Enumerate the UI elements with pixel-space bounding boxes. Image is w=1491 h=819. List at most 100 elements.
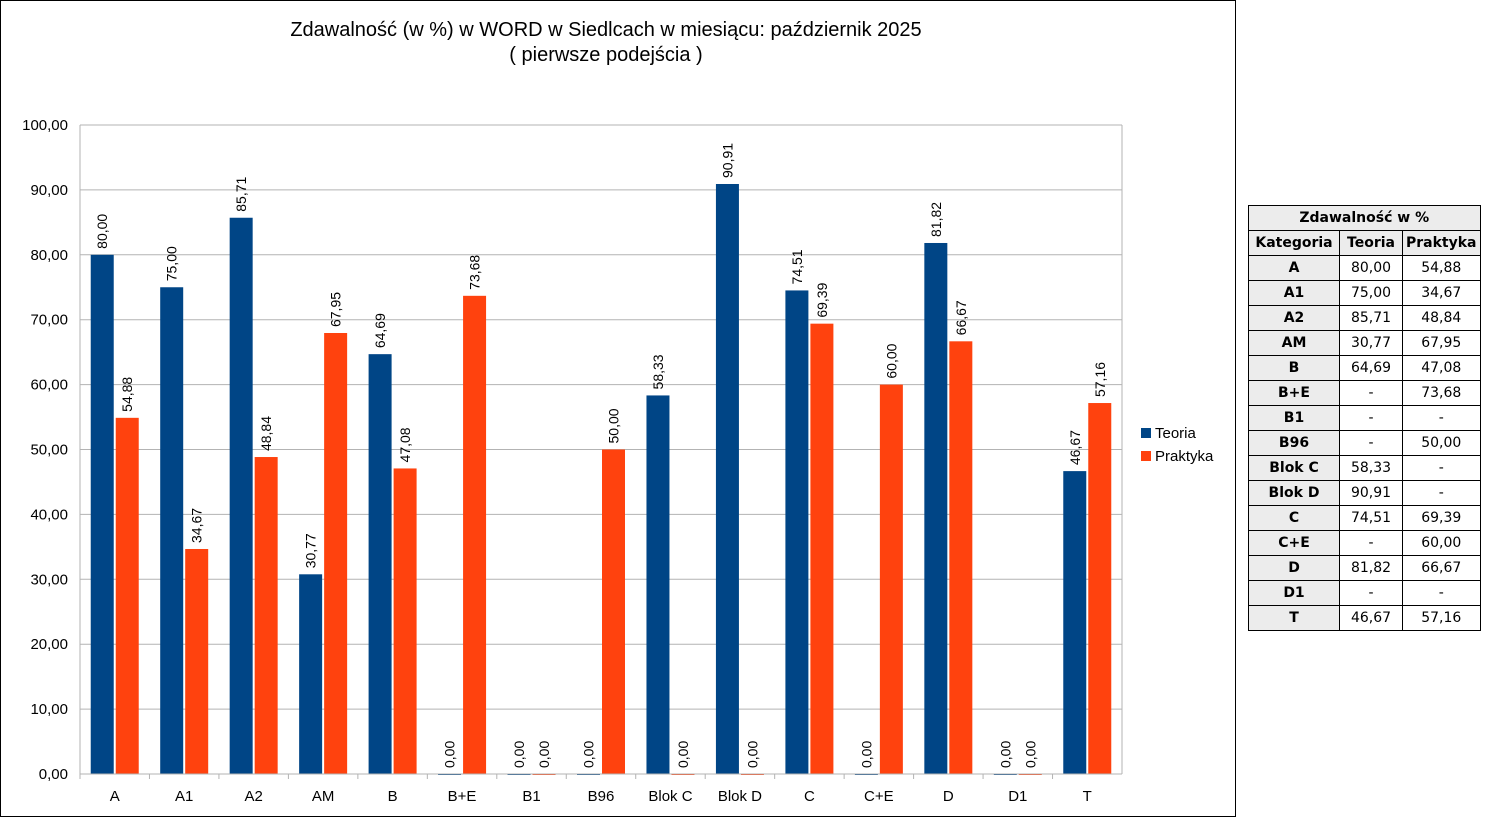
cell-kategoria: A1	[1248, 280, 1340, 306]
x-tick-label: A	[110, 788, 120, 805]
data-label: 58,33	[650, 354, 666, 389]
bar-teoria	[924, 242, 948, 774]
data-label: 0,00	[997, 741, 1013, 768]
data-label: 30,77	[303, 533, 319, 568]
bar-praktyka	[602, 449, 625, 774]
data-label: 57,16	[1092, 362, 1108, 397]
data-label: 81,82	[928, 202, 944, 237]
legend-swatch-praktyka	[1141, 451, 1151, 461]
col-header-teoria: Teoria	[1339, 230, 1403, 256]
data-label: 64,69	[372, 313, 388, 348]
table-row: AM 30,77 67,95	[1248, 330, 1481, 356]
x-tick-label: B+E	[448, 788, 477, 805]
cell-praktyka: 57,16	[1402, 605, 1481, 631]
cell-praktyka: -	[1402, 405, 1481, 431]
cell-teoria: 58,33	[1339, 455, 1403, 481]
legend-swatch-teoria	[1141, 428, 1151, 438]
table-row: A1 75,00 34,67	[1248, 280, 1481, 306]
chart-title: Zdawalność (w %) w WORD w Siedlcach w mi…	[290, 19, 921, 41]
data-label: 85,71	[233, 176, 249, 211]
chart-subtitle: ( pierwsze podejścia )	[509, 44, 702, 66]
x-tick-label: Blok D	[718, 788, 762, 805]
data-label: 48,84	[258, 416, 274, 451]
cell-teoria: 30,77	[1339, 330, 1403, 356]
y-tick-label: 30,00	[30, 571, 68, 588]
data-label: 54,88	[119, 377, 135, 412]
y-tick-label: 0,00	[39, 766, 68, 783]
table-title: Zdawalność w %	[1248, 205, 1481, 231]
cell-teoria: 74,51	[1339, 505, 1403, 531]
cell-teoria: 46,67	[1339, 605, 1403, 631]
cell-teoria: 81,82	[1339, 555, 1403, 581]
cell-teoria: 75,00	[1339, 280, 1403, 306]
cell-kategoria: A	[1248, 255, 1340, 281]
table-row: B+E -73,68	[1248, 380, 1481, 406]
x-tick-label: B1	[522, 788, 540, 805]
y-tick-label: 70,00	[30, 312, 68, 329]
data-label: 0,00	[675, 741, 691, 768]
x-tick-label: D	[943, 788, 954, 805]
data-label: 75,00	[164, 246, 180, 281]
data-label: 0,00	[744, 741, 760, 768]
cell-praktyka: 50,00	[1402, 430, 1481, 456]
table-row: B1- -	[1248, 405, 1481, 431]
data-label: 47,08	[397, 427, 413, 462]
bar-praktyka	[810, 323, 834, 774]
bar-teoria	[90, 254, 114, 775]
table-row: B 64,69 47,08	[1248, 355, 1481, 381]
cell-kategoria: A2	[1248, 305, 1340, 331]
data-table: Zdawalność w % Kategoria Teoria Praktyka…	[1248, 205, 1481, 631]
cell-praktyka: -	[1402, 580, 1481, 606]
cell-praktyka: 47,08	[1402, 355, 1481, 381]
bar-praktyka	[1088, 403, 1112, 774]
bar-teoria	[299, 574, 323, 774]
bar-praktyka	[324, 333, 348, 774]
bar-praktyka	[185, 548, 209, 774]
cell-praktyka: 48,84	[1402, 305, 1481, 331]
table-row: Blok C 58,33-	[1248, 455, 1481, 481]
col-header-kategoria: Kategoria	[1248, 230, 1340, 256]
y-tick-label: 20,00	[30, 636, 68, 653]
data-label: 67,95	[328, 292, 344, 327]
data-label: 0,00	[581, 741, 597, 768]
cell-praktyka: 73,68	[1402, 380, 1481, 406]
data-label: 73,68	[467, 255, 483, 290]
x-tick-label: D1	[1008, 788, 1027, 805]
data-label: 0,00	[1022, 741, 1038, 768]
cell-teoria: 85,71	[1339, 305, 1403, 331]
cell-kategoria: T	[1248, 605, 1340, 631]
cell-kategoria: Blok D	[1248, 480, 1340, 506]
data-label: 60,00	[883, 343, 899, 378]
data-label: 0,00	[442, 741, 458, 768]
data-label: 66,67	[953, 300, 969, 335]
cell-kategoria: B	[1248, 355, 1340, 381]
y-tick-label: 100,00	[22, 117, 68, 134]
table-row: T 46,67 57,16	[1248, 605, 1481, 631]
data-label: 0,00	[511, 741, 527, 768]
data-label: 80,00	[94, 214, 110, 249]
data-label: 50,00	[606, 408, 622, 443]
bar-chart: Zdawalność (w %) w WORD w Siedlcach w mi…	[22, 19, 1214, 805]
bar-praktyka	[879, 384, 903, 774]
x-tick-label: AM	[312, 788, 335, 805]
cell-kategoria: D	[1248, 555, 1340, 581]
bar-teoria	[715, 183, 739, 775]
cell-praktyka: -	[1402, 455, 1481, 481]
cell-kategoria: D1	[1248, 580, 1340, 606]
bar-teoria	[368, 354, 392, 774]
cell-kategoria: B+E	[1248, 380, 1340, 406]
y-tick-label: 60,00	[30, 377, 68, 394]
bar-praktyka	[115, 417, 139, 774]
bar-praktyka	[254, 457, 278, 774]
table-row: B96-50,00	[1248, 430, 1481, 456]
table-row: D 81,82 66,67	[1248, 555, 1481, 581]
cell-praktyka: 66,67	[1402, 555, 1481, 581]
chart-frame	[0, 0, 1236, 817]
bar-praktyka	[949, 341, 973, 774]
bar-teoria	[646, 395, 670, 774]
data-label: 74,51	[789, 249, 805, 284]
cell-teoria: -	[1339, 580, 1403, 606]
x-tick-label: A1	[175, 788, 193, 805]
y-tick-label: 10,00	[30, 701, 68, 718]
bar-teoria	[785, 290, 809, 774]
